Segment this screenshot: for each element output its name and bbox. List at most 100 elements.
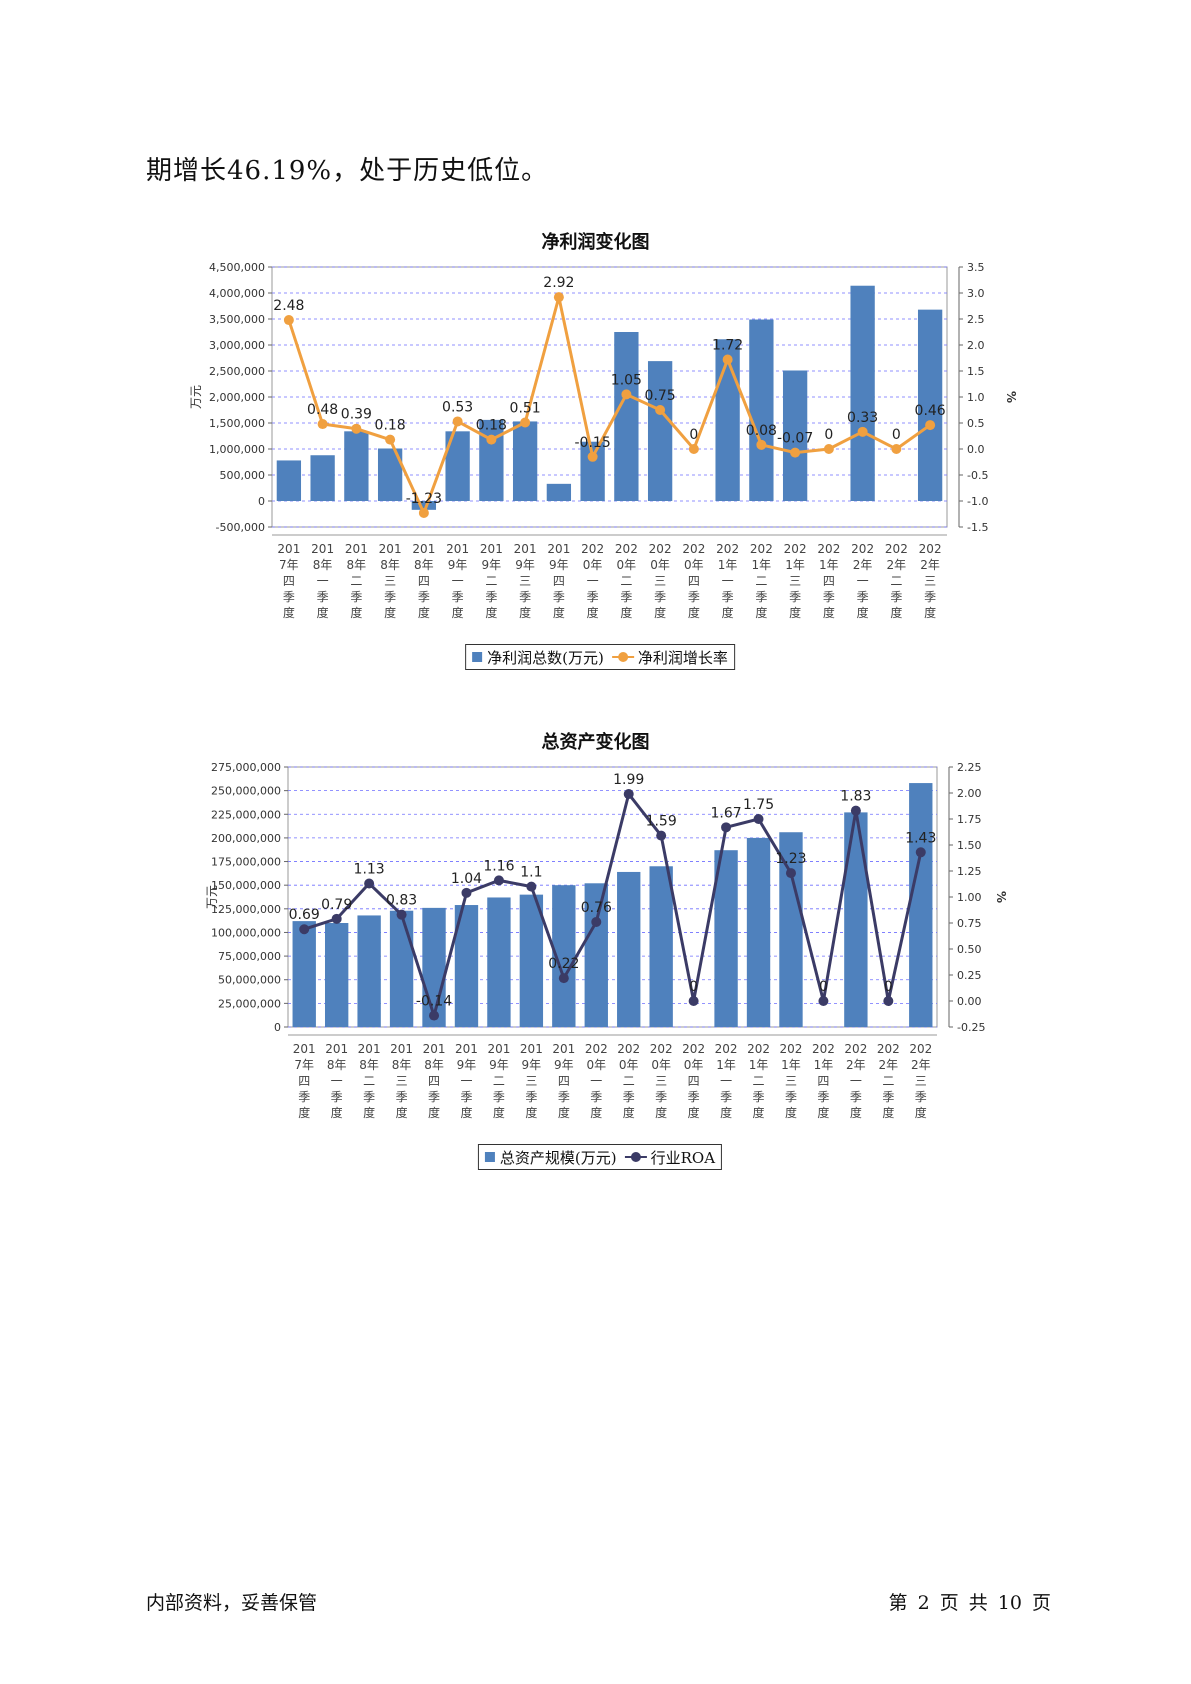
x-tick-label: 201 7年四季度 — [277, 542, 300, 620]
line-point — [299, 924, 310, 935]
x-tick-label: 202 2年三季度 — [909, 1042, 932, 1120]
bar — [782, 370, 808, 501]
line-point — [418, 507, 429, 518]
y-tick-label: 125,000,000 — [211, 903, 281, 916]
line-point — [429, 1010, 440, 1021]
bar — [512, 421, 538, 501]
line-point — [461, 887, 472, 898]
x-tick-label: 201 8年三季度 — [390, 1042, 413, 1120]
data-label: 1.23 — [775, 851, 806, 867]
y2-tick-label: 1.0 — [967, 391, 985, 404]
x-tick-label: 201 8年三季度 — [379, 542, 402, 620]
line-point — [655, 405, 666, 415]
line-point — [317, 419, 328, 430]
y2-tick-label: 2.00 — [957, 787, 982, 800]
bar — [746, 837, 771, 1027]
data-label: 0.69 — [289, 907, 320, 923]
y-tick-label: 3,500,000 — [209, 313, 265, 326]
x-tick-label: 202 1年一季度 — [715, 1042, 738, 1120]
y2-tick-label: -1.0 — [967, 495, 988, 508]
line-point — [364, 878, 375, 889]
line-point — [526, 881, 537, 892]
data-label: 1.75 — [743, 797, 774, 813]
legend-label: 净利润总数(万元) — [487, 648, 604, 667]
data-label: 0.22 — [548, 956, 579, 972]
line-point — [493, 875, 504, 886]
line-point — [857, 426, 868, 437]
y2-tick-label: 0.75 — [957, 917, 982, 930]
y-axis-title: 万元 — [189, 385, 203, 409]
y-tick-label: 175,000,000 — [211, 856, 281, 869]
data-label: 0.18 — [375, 418, 406, 434]
line-point — [553, 292, 564, 303]
bar — [546, 483, 572, 501]
y2-tick-label: 0.5 — [967, 417, 985, 430]
y2-tick-label: -0.5 — [967, 469, 988, 482]
line-point — [385, 434, 396, 445]
bar — [357, 915, 381, 1027]
line-point — [883, 996, 894, 1006]
x-tick-label: 202 1年四季度 — [812, 1042, 835, 1120]
bar — [917, 309, 943, 501]
line-point — [891, 444, 902, 454]
data-label: -1.23 — [406, 491, 442, 507]
line-point — [587, 451, 598, 462]
data-label: 2.48 — [273, 298, 304, 314]
data-label: 1.04 — [451, 871, 482, 887]
y-tick-label: 1,500,000 — [209, 417, 265, 430]
data-label: 1.67 — [710, 805, 741, 821]
x-tick-label: 202 0年四季度 — [682, 1042, 705, 1120]
line-point — [753, 814, 764, 824]
x-tick-label: 201 9年二季度 — [487, 1042, 510, 1120]
line-point — [688, 996, 699, 1006]
line-marker-icon — [624, 1151, 647, 1163]
data-label: 2.92 — [543, 275, 574, 291]
x-tick-label: 202 0年一季度 — [585, 1042, 608, 1120]
y2-tick-label: 0.00 — [957, 995, 982, 1008]
x-tick-label: 202 2年三季度 — [919, 542, 942, 620]
x-tick-label: 201 8年一季度 — [325, 1042, 348, 1120]
data-label: 1.59 — [646, 814, 677, 830]
data-label: 0 — [824, 427, 833, 443]
bar — [310, 455, 335, 501]
y-tick-label: 3,000,000 — [209, 339, 265, 352]
data-label: -0.07 — [777, 431, 813, 447]
bar-swatch-icon — [484, 1152, 495, 1162]
data-label: 1.83 — [840, 789, 871, 805]
line-point — [790, 447, 801, 458]
y-tick-label: 0 — [274, 1021, 281, 1034]
line-point — [722, 354, 733, 365]
bar — [649, 866, 673, 1027]
x-tick-label: 202 1年二季度 — [747, 1042, 770, 1120]
data-label: 0.51 — [510, 400, 541, 416]
bar — [292, 921, 316, 1027]
bar — [276, 460, 302, 501]
x-tick-label: 201 8年四季度 — [423, 1042, 446, 1120]
bar — [584, 883, 608, 1027]
y2-tick-label: 1.75 — [957, 813, 982, 826]
y-tick-label: 4,000,000 — [209, 287, 265, 300]
x-tick-label: 201 9年二季度 — [480, 542, 503, 620]
y2-tick-label: 3.5 — [967, 261, 985, 274]
x-tick-label: 202 0年四季度 — [682, 542, 705, 620]
line-point — [520, 417, 531, 428]
x-tick-label: 202 2年二季度 — [877, 1042, 900, 1120]
legend-item-net-profit: 净利润总数(万元) — [472, 647, 604, 668]
data-label: -0.15 — [575, 435, 611, 451]
x-tick-label: 201 9年一季度 — [455, 1042, 478, 1120]
footer-page-number: 第 2 页 共 10 页 — [888, 1592, 1051, 1614]
legend-label: 净利润增长率 — [637, 648, 728, 667]
legend-label: 总资产规模(万元) — [499, 1148, 617, 1167]
line-point — [331, 913, 342, 924]
series-line — [287, 296, 931, 517]
bar — [344, 431, 369, 501]
bar — [850, 285, 875, 501]
line-point — [915, 847, 926, 858]
x-tick-label: 201 9年三季度 — [520, 1042, 543, 1120]
line-point — [591, 916, 602, 927]
x-tick-label: 201 8年二季度 — [358, 1042, 381, 1120]
line-point — [396, 909, 407, 920]
footer-confidential: 内部资料，妥善保管 — [146, 1592, 318, 1614]
y2-tick-label: 3.0 — [967, 287, 985, 300]
y2-tick-label: -0.25 — [957, 1021, 985, 1034]
